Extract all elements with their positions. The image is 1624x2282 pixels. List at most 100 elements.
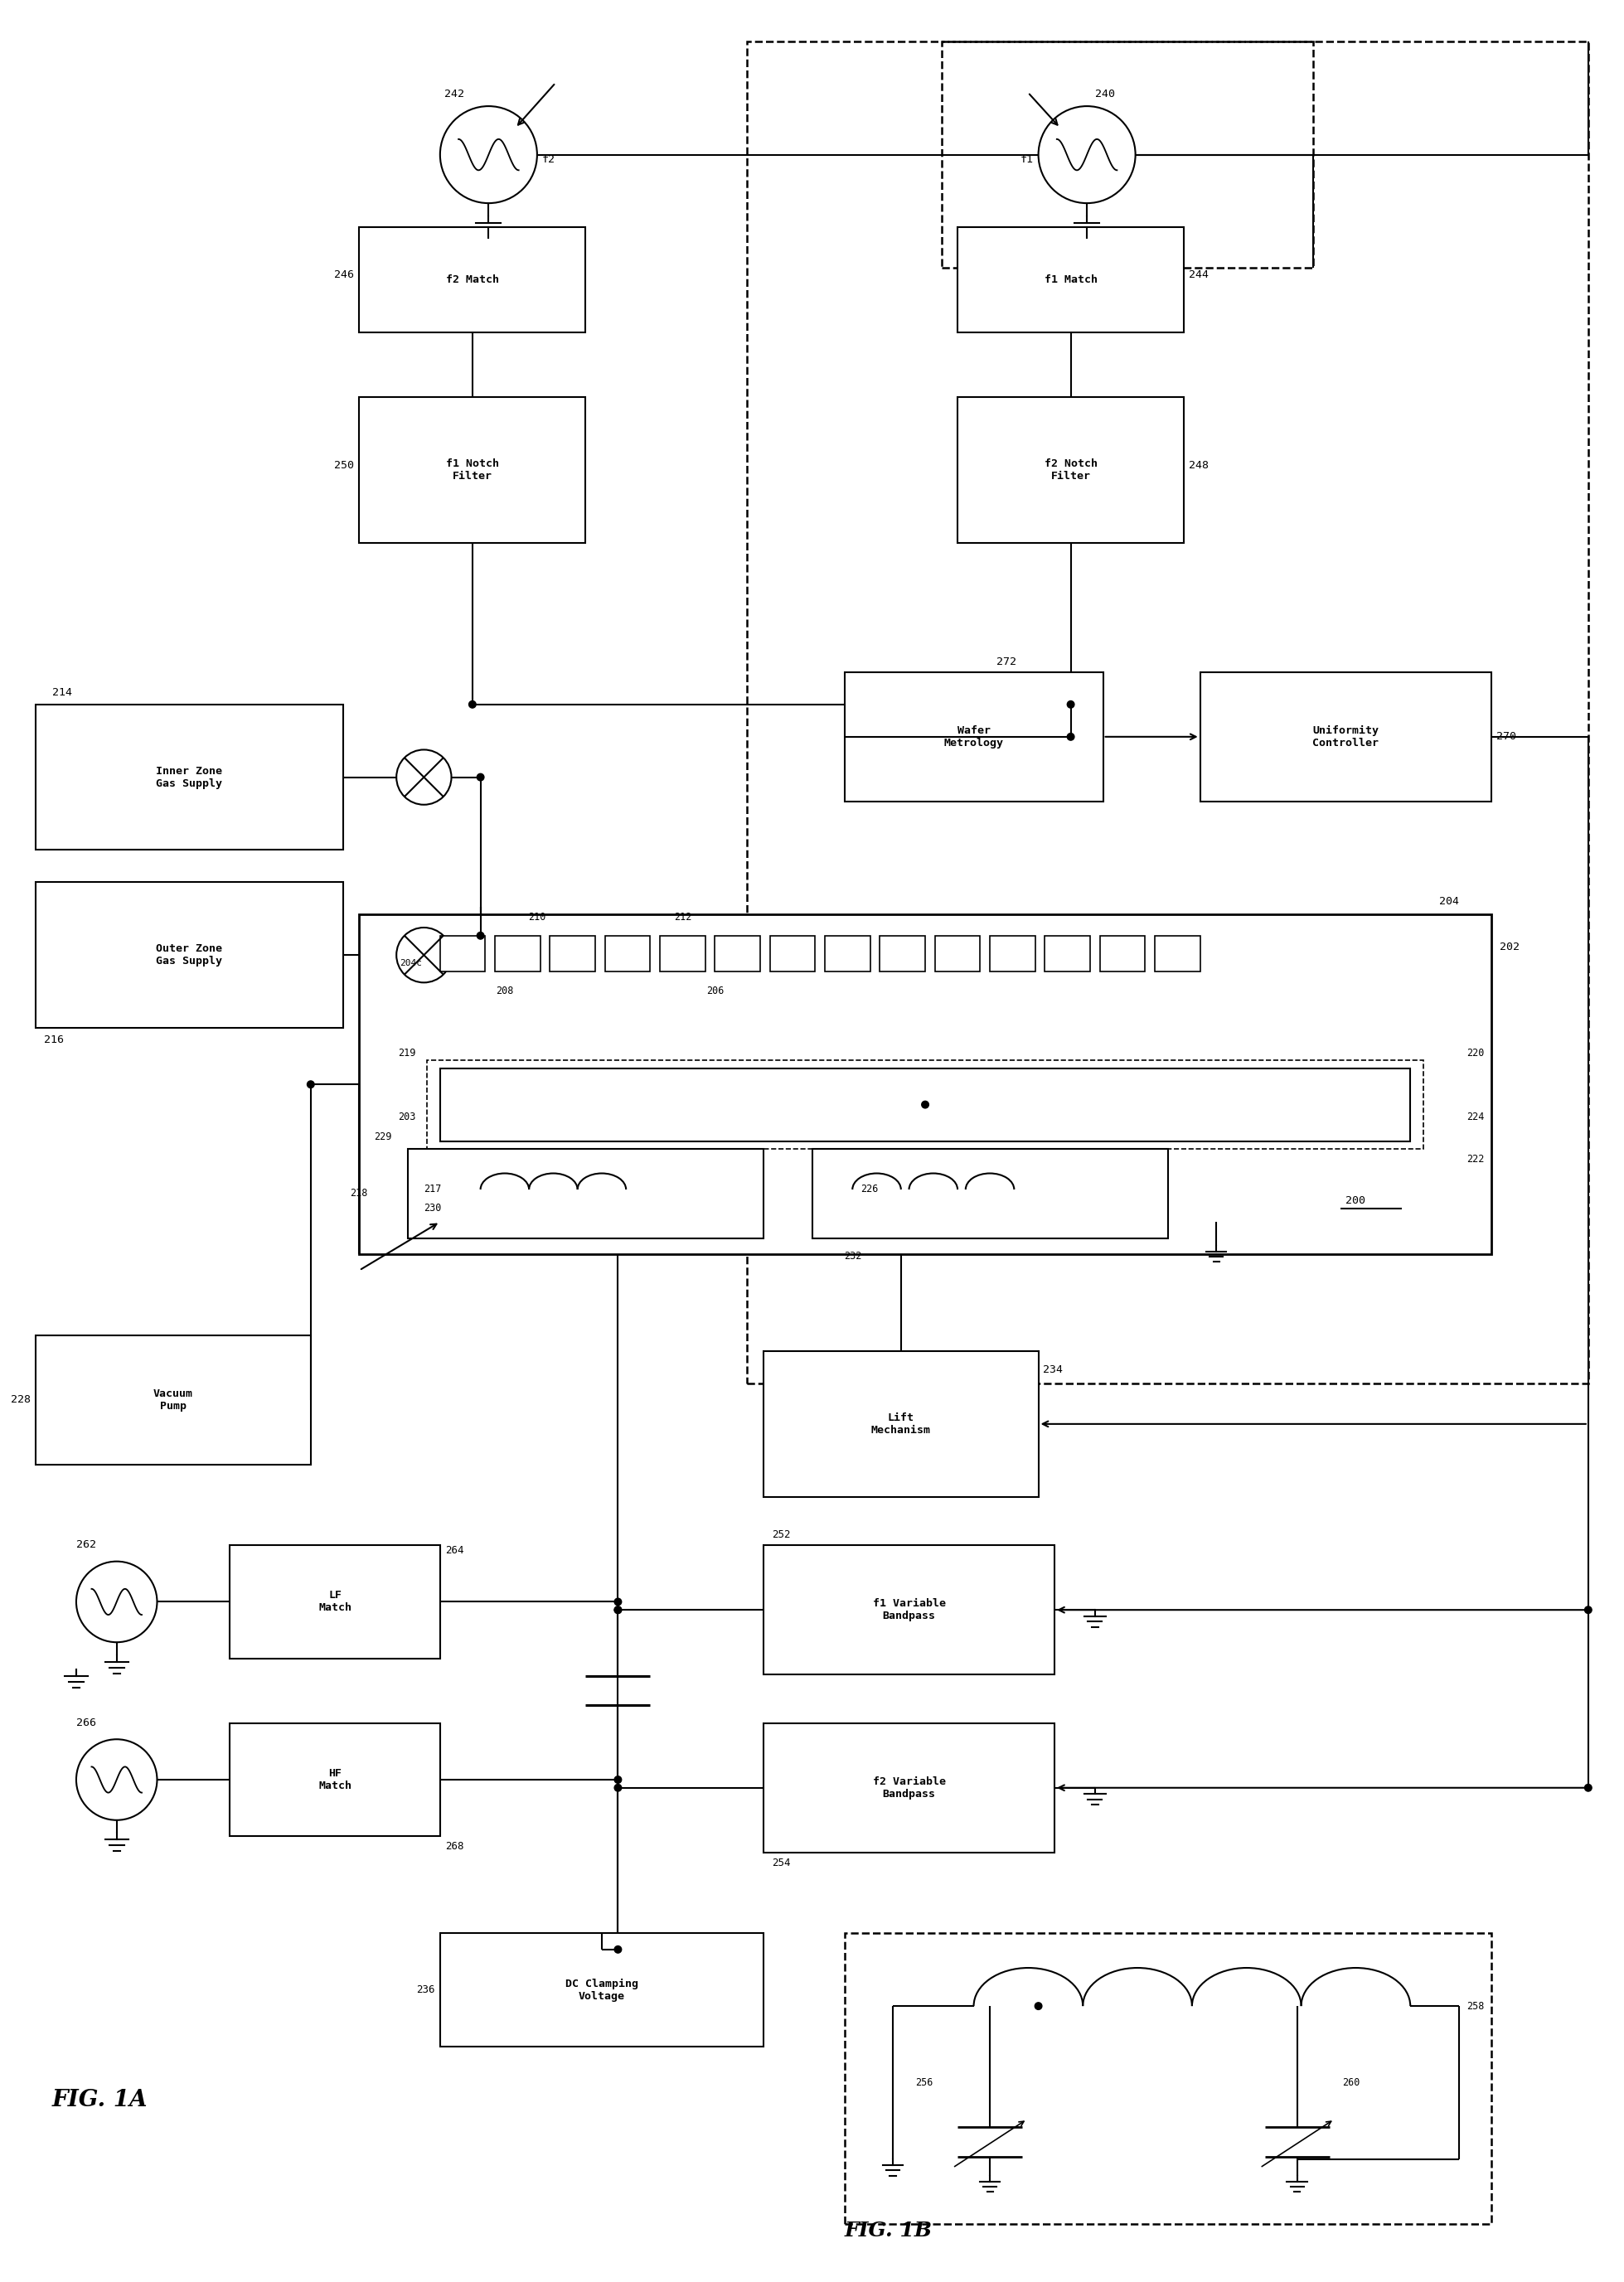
Bar <box>231 1545 440 1659</box>
Text: f1 Match: f1 Match <box>1044 274 1098 285</box>
Circle shape <box>1067 733 1075 739</box>
Text: 219: 219 <box>398 1047 416 1059</box>
Text: 226: 226 <box>861 1184 879 1193</box>
Text: 256: 256 <box>916 2077 934 2088</box>
Text: 216: 216 <box>44 1034 63 1045</box>
Text: 230: 230 <box>424 1203 442 1214</box>
Circle shape <box>477 931 484 940</box>
Bar <box>991 936 1034 972</box>
Text: 212: 212 <box>674 913 692 922</box>
Bar <box>359 915 1491 1255</box>
Text: 204c: 204c <box>400 958 422 968</box>
Text: 268: 268 <box>445 1842 463 1853</box>
Circle shape <box>922 1100 929 1109</box>
Text: 252: 252 <box>771 1529 791 1540</box>
Text: 272: 272 <box>996 657 1017 666</box>
Circle shape <box>469 701 476 707</box>
Bar <box>844 673 1103 801</box>
Bar <box>440 1933 763 2047</box>
Circle shape <box>614 1775 622 1782</box>
Bar <box>606 936 650 972</box>
Bar <box>1200 673 1491 801</box>
Circle shape <box>396 751 451 806</box>
Text: 270: 270 <box>1496 730 1515 742</box>
Bar <box>880 936 926 972</box>
Bar <box>770 936 815 972</box>
Text: Outer Zone
Gas Supply: Outer Zone Gas Supply <box>156 942 222 968</box>
Bar <box>763 1723 1054 1853</box>
Text: 206: 206 <box>706 986 724 995</box>
Circle shape <box>396 926 451 984</box>
Text: 260: 260 <box>1343 2077 1361 2088</box>
Text: f1: f1 <box>1020 155 1033 164</box>
Bar <box>1044 936 1090 972</box>
Circle shape <box>477 774 484 780</box>
Text: 236: 236 <box>417 1985 435 1994</box>
Text: f2 Notch
Filter: f2 Notch Filter <box>1044 459 1098 482</box>
Bar <box>36 1335 310 1465</box>
Bar <box>763 1545 1054 1675</box>
Text: 217: 217 <box>424 1184 442 1193</box>
Text: 250: 250 <box>335 459 354 470</box>
Text: Uniformity
Controller: Uniformity Controller <box>1312 726 1379 748</box>
Text: Inner Zone
Gas Supply: Inner Zone Gas Supply <box>156 764 222 790</box>
Text: 214: 214 <box>52 687 71 698</box>
Circle shape <box>76 1739 158 1821</box>
Text: 266: 266 <box>76 1716 96 1727</box>
Text: 222: 222 <box>1466 1155 1484 1164</box>
Text: f2 Match: f2 Match <box>447 274 499 285</box>
Bar <box>1099 936 1145 972</box>
Text: 262: 262 <box>76 1540 96 1549</box>
Bar <box>1155 936 1200 972</box>
Text: 254: 254 <box>771 1858 791 1869</box>
Text: FIG. 1B: FIG. 1B <box>844 2220 932 2241</box>
Bar <box>659 936 705 972</box>
Bar <box>715 936 760 972</box>
Circle shape <box>1038 107 1135 203</box>
Bar <box>747 41 1588 1383</box>
Circle shape <box>1034 2004 1043 2010</box>
Text: 240: 240 <box>1095 89 1116 100</box>
Bar <box>825 936 870 972</box>
Bar <box>359 228 586 333</box>
Text: Vacuum
Pump: Vacuum Pump <box>153 1387 193 1410</box>
Text: f1 Variable
Bandpass: f1 Variable Bandpass <box>872 1597 945 1623</box>
Circle shape <box>1585 1607 1592 1613</box>
Text: 202: 202 <box>1499 942 1518 952</box>
Bar <box>359 397 586 543</box>
Text: 258: 258 <box>1466 2001 1484 2010</box>
Bar <box>812 1150 1168 1239</box>
Text: 229: 229 <box>374 1132 391 1143</box>
Bar <box>763 1351 1038 1497</box>
Bar <box>440 936 486 972</box>
Circle shape <box>614 1607 622 1613</box>
Circle shape <box>440 107 538 203</box>
Circle shape <box>76 1561 158 1643</box>
Text: HF
Match: HF Match <box>318 1769 351 1791</box>
Text: LF
Match: LF Match <box>318 1591 351 1613</box>
Bar <box>958 228 1184 333</box>
Circle shape <box>614 1607 622 1613</box>
Text: FIG. 1A: FIG. 1A <box>52 2088 148 2111</box>
Text: 242: 242 <box>445 89 464 100</box>
Text: f2: f2 <box>542 155 555 164</box>
Text: 200: 200 <box>1346 1196 1366 1205</box>
Text: 234: 234 <box>1043 1365 1064 1376</box>
Bar <box>440 1068 1410 1141</box>
Text: 210: 210 <box>528 913 546 922</box>
Circle shape <box>614 1947 622 1953</box>
Text: 203: 203 <box>398 1111 416 1123</box>
Bar <box>551 936 596 972</box>
Text: 248: 248 <box>1189 459 1208 470</box>
Text: f2 Variable
Bandpass: f2 Variable Bandpass <box>872 1775 945 1800</box>
Bar <box>935 936 981 972</box>
Bar <box>495 936 541 972</box>
Text: Lift
Mechanism: Lift Mechanism <box>870 1413 931 1435</box>
Text: DC Clamping
Voltage: DC Clamping Voltage <box>565 1978 638 2001</box>
Text: 264: 264 <box>445 1545 463 1556</box>
Circle shape <box>614 1785 622 1791</box>
Circle shape <box>614 1597 622 1604</box>
Bar <box>36 705 343 849</box>
Circle shape <box>1585 1785 1592 1791</box>
Text: 232: 232 <box>844 1251 862 1262</box>
